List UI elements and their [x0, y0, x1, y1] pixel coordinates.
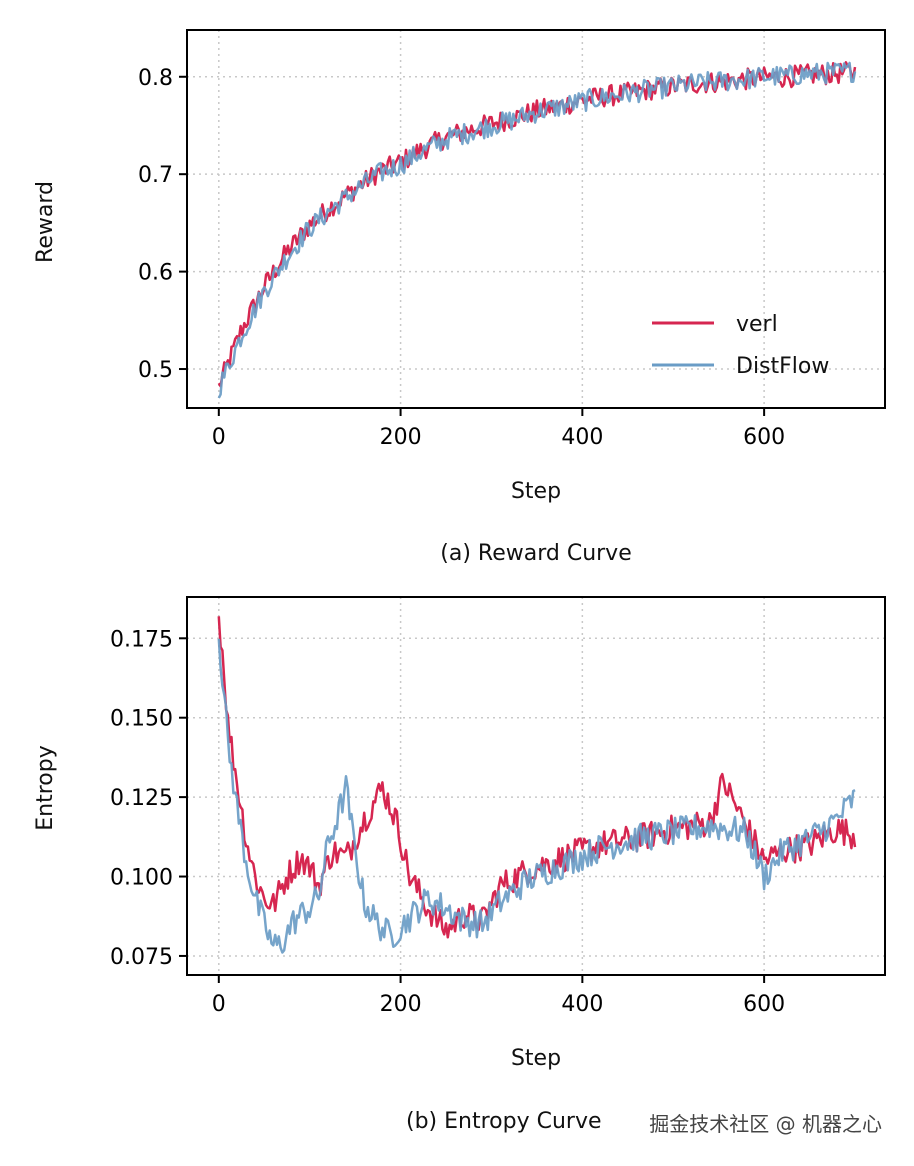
x-tick-label: 200: [380, 425, 422, 450]
y-tick-label: 0.175: [110, 627, 173, 652]
caption-a: (a) Reward Curve: [440, 541, 631, 566]
reward-series-lines: [217, 61, 857, 399]
legend-label-verl: verl: [736, 312, 778, 337]
series-line-distflow: [217, 61, 857, 399]
caption-b: (b) Entropy Curve: [406, 1109, 602, 1134]
x-tick-label: 200: [380, 992, 422, 1017]
y-tick-label: 0.7: [138, 163, 173, 188]
x-tick-label: 400: [561, 992, 603, 1017]
reward-legend: verl DistFlow: [652, 312, 829, 379]
entropy-y-axis-label: Entropy: [33, 745, 58, 830]
y-tick-label: 0.8: [138, 66, 173, 91]
x-tick-label: 400: [561, 425, 603, 450]
reward-y-ticks: 0.5 0.6 0.7 0.8: [138, 66, 187, 383]
x-tick-label: 600: [743, 992, 785, 1017]
entropy-x-axis-label: Step: [511, 1046, 561, 1071]
reward-grid: [187, 30, 885, 408]
y-tick-label: 0.100: [110, 866, 173, 891]
y-tick-label: 0.5: [138, 358, 173, 383]
entropy-x-ticks: 0 200 400 600: [212, 975, 785, 1017]
reward-y-axis-label: Reward: [33, 181, 58, 263]
entropy-series-lines: [217, 616, 857, 954]
y-tick-label: 0.6: [138, 261, 173, 286]
y-tick-label: 0.125: [110, 786, 173, 811]
x-tick-label: 0: [212, 992, 226, 1017]
x-tick-label: 0: [212, 425, 226, 450]
x-tick-label: 600: [743, 425, 785, 450]
y-tick-label: 0.075: [110, 945, 173, 970]
series-line-distflow: [217, 638, 856, 954]
reward-chart: 0 200 400 600 0.5 0.6 0.7 0.8 Step Reward verl…: [33, 29, 886, 504]
entropy-y-ticks: 0.075 0.100 0.125 0.150 0.175: [110, 627, 187, 970]
legend-label-distflow: DistFlow: [736, 354, 829, 379]
reward-plot-frame: [186, 29, 886, 409]
entropy-plot-frame: [186, 596, 886, 976]
y-tick-label: 0.150: [110, 707, 173, 732]
watermark: 掘金技术社区 @ 机器之心: [649, 1112, 882, 1136]
reward-x-ticks: 0 200 400 600: [212, 408, 785, 450]
entropy-chart: 0 200 400 600 0.075 0.100 0.125 0.150 0.175 Ste…: [33, 596, 886, 1071]
reward-x-axis-label: Step: [511, 479, 561, 504]
